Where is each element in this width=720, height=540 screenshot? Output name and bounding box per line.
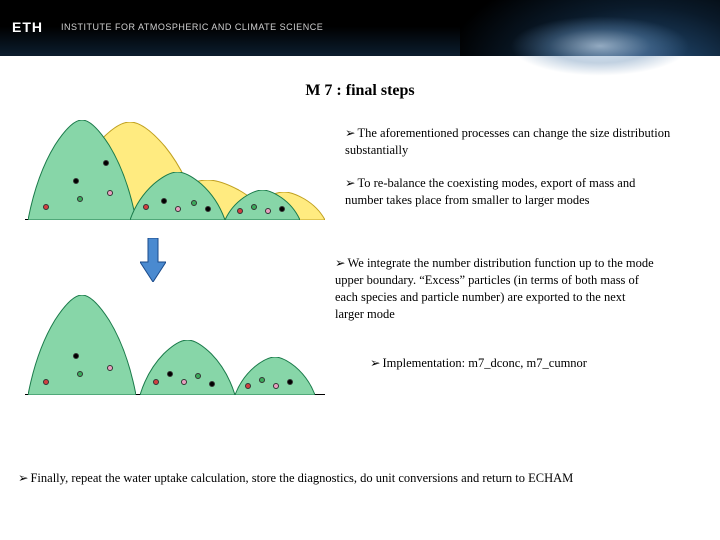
down-arrow-icon: [140, 238, 166, 287]
green-mode-hump: [140, 340, 235, 395]
mode-diagram-after: [25, 295, 325, 395]
particle-dot: [107, 365, 113, 371]
particle-dot: [259, 377, 265, 383]
institute-name: INSTITUTE FOR ATMOSPHERIC AND CLIMATE SC…: [61, 22, 323, 32]
green-mode-hump: [130, 172, 225, 220]
mode-diagram-before: [25, 120, 325, 220]
bullet-2: ➢To re-balance the coexisting modes, exp…: [345, 175, 675, 209]
particle-dot: [143, 204, 149, 210]
bullet-4: ➢Implementation: m7_dconc, m7_cumnor: [370, 355, 680, 372]
green-mode-hump: [225, 190, 300, 220]
particle-dot: [153, 379, 159, 385]
particle-dot: [43, 379, 49, 385]
slide-title: M 7 : final steps: [0, 82, 720, 100]
particle-dot: [245, 383, 251, 389]
particle-dot: [279, 206, 285, 212]
particle-dot: [265, 208, 271, 214]
particle-dot: [77, 371, 83, 377]
particle-dot: [43, 204, 49, 210]
particle-dot: [273, 383, 279, 389]
bullet-final: ➢Finally, repeat the water uptake calcul…: [18, 470, 573, 486]
particle-dot: [161, 198, 167, 204]
eth-logo: ETH: [12, 19, 43, 35]
bullet-icon: ➢: [345, 176, 355, 190]
bullet-icon: ➢: [335, 256, 345, 270]
particle-dot: [77, 196, 83, 202]
bullet-icon: ➢: [345, 126, 355, 140]
earth-graphic: [460, 0, 720, 56]
particle-dot: [167, 371, 173, 377]
particle-dot: [103, 160, 109, 166]
particle-dot: [209, 381, 215, 387]
particle-dot: [205, 206, 211, 212]
bullet-icon: ➢: [18, 471, 28, 485]
particle-dot: [107, 190, 113, 196]
slide-header: ETH INSTITUTE FOR ATMOSPHERIC AND CLIMAT…: [0, 0, 720, 56]
particle-dot: [251, 204, 257, 210]
bullet-3: ➢We integrate the number distribution fu…: [335, 255, 655, 323]
particle-dot: [191, 200, 197, 206]
bullet-1: ➢The aforementioned processes can change…: [345, 125, 685, 159]
particle-dot: [175, 206, 181, 212]
particle-dot: [181, 379, 187, 385]
particle-dot: [73, 353, 79, 359]
particle-dot: [287, 379, 293, 385]
particle-dot: [195, 373, 201, 379]
bullet-icon: ➢: [370, 356, 380, 370]
particle-dot: [73, 178, 79, 184]
particle-dot: [237, 208, 243, 214]
green-mode-hump: [235, 357, 315, 395]
